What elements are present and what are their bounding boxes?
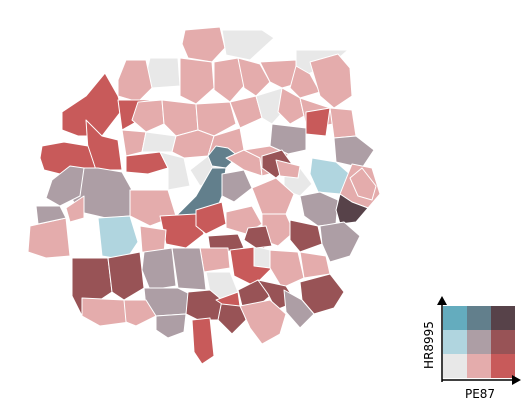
region-47: [299, 191, 339, 227]
region-84: [275, 159, 301, 179]
region-46: [251, 177, 295, 215]
region-66: [141, 247, 177, 291]
region-85: [349, 167, 377, 201]
region-54: [289, 219, 323, 253]
region-04: [117, 59, 153, 103]
region-49: [27, 217, 71, 259]
legend-y-label: HR8995: [422, 321, 436, 369]
legend-cell-low-low: [443, 354, 467, 378]
region-81: [239, 299, 287, 345]
region-28: [125, 151, 169, 175]
region-70: [171, 247, 207, 291]
map-regions: [27, 26, 381, 365]
region-10: [289, 65, 321, 99]
legend-y-axis-arrow: [437, 296, 447, 305]
region-05: [179, 57, 215, 105]
region-11: [309, 53, 353, 109]
region-69: [81, 297, 131, 327]
region-26: [141, 131, 177, 153]
region-33: [159, 151, 191, 191]
region-48: [335, 193, 369, 225]
region-21: [277, 87, 305, 125]
legend-x-label: PE87: [465, 387, 495, 401]
legend-cell-high-high: [491, 306, 515, 330]
region-30: [269, 123, 307, 155]
region-23: [305, 107, 331, 137]
region-74: [253, 245, 271, 269]
region-64: [107, 251, 145, 301]
legend-cell-high-low: [443, 306, 467, 330]
legend-cell-mid-low: [443, 330, 467, 354]
region-51: [195, 201, 227, 235]
region-07: [237, 57, 271, 97]
region-75: [123, 299, 157, 327]
region-83: [215, 291, 241, 307]
region-62: [199, 247, 231, 273]
region-02: [221, 29, 275, 61]
legend-cell-low-high: [491, 354, 515, 378]
region-08: [259, 59, 297, 89]
legend-cell-mid-high: [491, 330, 515, 354]
region-01: [181, 26, 226, 63]
legend-cell-mid-mid: [467, 330, 491, 354]
region-31: [333, 135, 375, 169]
region-17: [161, 99, 199, 137]
legend-x-axis-arrow: [512, 375, 521, 385]
region-57: [319, 221, 361, 263]
region-68: [299, 251, 331, 279]
region-16: [131, 99, 165, 133]
region-18: [195, 101, 237, 137]
region-39: [221, 169, 253, 203]
region-79: [191, 317, 215, 365]
region-65: [267, 249, 305, 289]
region-60: [35, 205, 67, 225]
region-58: [65, 195, 85, 223]
region-86: [243, 225, 273, 249]
region-80: [283, 289, 315, 329]
region-24: [329, 107, 357, 139]
region-06: [213, 57, 245, 103]
legend-cell-low-mid: [467, 354, 491, 378]
region-82: [155, 313, 187, 339]
bivariate-legend: PE87 HR8995: [422, 296, 521, 401]
legend-cell-high-mid: [467, 306, 491, 330]
region-44: [97, 215, 139, 261]
